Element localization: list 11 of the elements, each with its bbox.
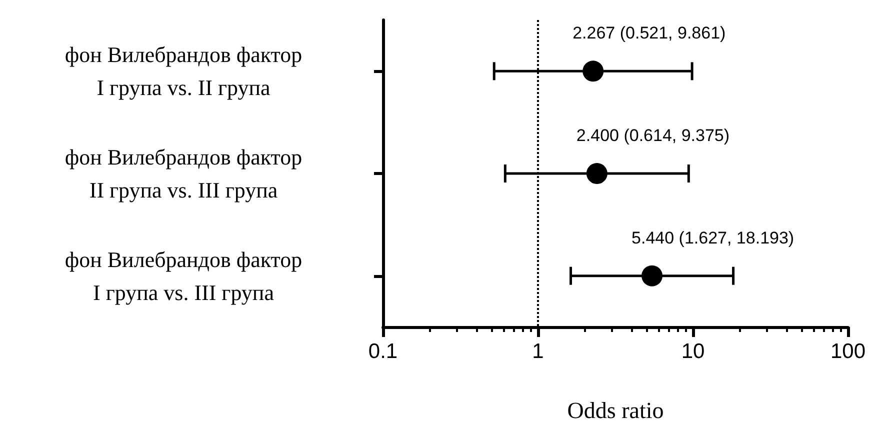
data-label: 5.440 (1.627, 18.193) xyxy=(632,228,794,248)
data-label: 2.400 (0.614, 9.375) xyxy=(576,126,730,145)
y-tick-label: фон Вилебрандов фактор I група vs. III група xyxy=(64,246,302,305)
x-tick-label: 10 xyxy=(681,340,705,363)
x-tick-label: 1 xyxy=(532,340,544,363)
x-tick-label: 100 xyxy=(830,340,866,363)
x-axis-title: Odds ratio xyxy=(567,398,664,423)
y-tick-label: фон Вилебрандов фактор I група vs. II група xyxy=(64,42,302,100)
data-label: 2.267 (0.521, 9.861) xyxy=(572,24,726,43)
y-tick-label: фон Вилебрандов фактор II група vs. III група xyxy=(64,144,302,202)
x-tick-label: 0.1 xyxy=(368,340,398,363)
